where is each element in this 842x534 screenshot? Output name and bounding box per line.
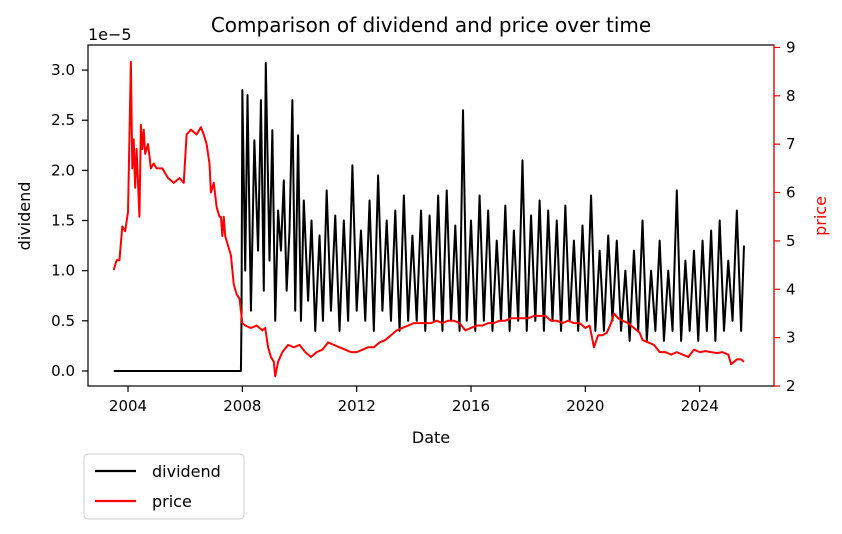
y-left-tick-label-3.0: 3.0 (51, 61, 75, 79)
legend-label-price: price (152, 492, 192, 511)
y-right-tick-label-4: 4 (786, 280, 796, 298)
x-tick-label-2008: 2008 (223, 397, 261, 415)
y-right-tick-label-7: 7 (786, 135, 796, 153)
x-tick-label-2016: 2016 (452, 397, 490, 415)
y-right-tick-label-5: 5 (786, 232, 796, 250)
x-axis-ticks: 2004 2008 2012 2016 2020 2024 (109, 386, 719, 415)
y-right-axis-label: price (811, 196, 830, 236)
legend-label-dividend: dividend (152, 462, 221, 481)
y-left-tick-label-2.5: 2.5 (51, 111, 75, 129)
x-axis-label: Date (412, 428, 450, 447)
x-tick-label-2004: 2004 (109, 397, 147, 415)
plot-area (112, 60, 745, 378)
y-axis-offset-label: 1e−5 (88, 25, 132, 44)
y-right-tick-label-8: 8 (786, 87, 796, 105)
series-line-dividend (113, 62, 745, 372)
x-tick-label-2024: 2024 (681, 397, 719, 415)
x-tick-label-2012: 2012 (338, 397, 376, 415)
y-right-tick-label-6: 6 (786, 184, 796, 202)
y-right-tick-label-2: 2 (786, 377, 796, 395)
series-line-price (112, 60, 745, 378)
x-tick-label-2020: 2020 (566, 397, 604, 415)
y-left-tick-label-2.0: 2.0 (51, 161, 75, 179)
y-right-tick-label-9: 9 (786, 38, 796, 56)
chart-title: Comparison of dividend and price over ti… (211, 13, 651, 37)
y-left-tick-label-0.0: 0.0 (51, 362, 75, 380)
legend: dividend price (83, 453, 245, 520)
y-right-tick-label-3: 3 (786, 329, 796, 347)
y-left-tick-label-1.5: 1.5 (51, 212, 75, 230)
y-left-tick-label-0.5: 0.5 (51, 312, 75, 330)
y-left-axis-ticks: 0.0 0.5 1.0 1.5 2.0 2.5 3.0 (51, 61, 88, 380)
y-left-axis-label: dividend (15, 182, 34, 251)
y-left-tick-label-1.0: 1.0 (51, 262, 75, 280)
y-right-axis-ticks: 2 3 4 5 6 7 8 9 (774, 38, 796, 395)
